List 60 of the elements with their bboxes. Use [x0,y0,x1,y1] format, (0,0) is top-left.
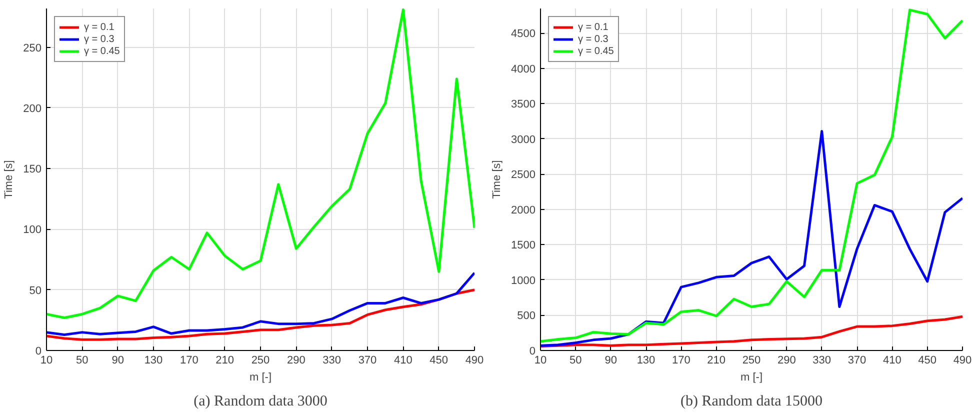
x-tick-label: 370 [848,354,866,366]
x-tick-label: 490 [953,354,972,366]
legend-label: γ = 0.3 [578,33,608,45]
y-tick-label: 1500 [511,240,536,252]
line-series [540,130,962,347]
text: (a) Random data 3000 [194,394,328,410]
x-tick-label: 250 [251,354,270,366]
line-series [46,8,474,320]
x-tick-label: 210 [707,354,726,366]
legend-label: γ = 0.45 [578,45,614,57]
x-tick-label: 330 [322,354,342,366]
x-axis-title: m [-] [250,372,272,384]
y-tick-label: 200 [23,102,42,115]
x-tick-label: 210 [216,354,234,366]
x-tick-label: 170 [180,354,198,366]
x-tick-label: 90 [112,354,124,366]
y-tick-label: 4500 [511,28,536,40]
line-series [540,315,962,348]
y-axis-title: Time [s] [491,160,504,199]
y-tick-label: 4000 [511,63,536,76]
x-tick-label: 410 [394,354,412,366]
text: (b) Random data 15000 [680,394,823,410]
legend-label: γ = 0.45 [84,45,120,57]
x-tick-label: 290 [777,354,796,366]
y-tick-label: 3500 [511,98,536,111]
y-tick-label: 500 [517,310,536,322]
legend-label: γ = 0.1 [578,21,608,33]
x-tick-label: 490 [465,354,484,366]
x-tick-label: 10 [40,354,53,366]
y-tick-label: 1000 [511,274,536,287]
x-tick-label: 50 [570,354,582,366]
x-tick-label: 450 [918,354,937,366]
x-tick-label: 10 [534,354,547,366]
x-tick-label: 330 [812,354,832,366]
line-series [540,8,962,343]
y-tick-label: 150 [23,164,42,176]
y-tick-label: 100 [23,224,42,236]
x-tick-label: 290 [286,354,306,366]
x-tick-label: 450 [430,354,448,366]
x-tick-label: 370 [358,354,377,366]
y-tick-label: 250 [23,42,42,54]
y-tick-label: 2500 [511,169,536,182]
x-tick-label: 170 [672,354,690,366]
legend-label: γ = 0.1 [84,21,114,33]
y-tick-label: 0 [529,346,536,358]
x-tick-label: 50 [76,354,88,366]
y-tick-label: 0 [35,346,42,358]
line-series [46,272,474,336]
x-axis-title: m [-] [740,372,763,384]
x-tick-label: 410 [882,354,902,366]
x-tick-label: 130 [144,354,163,366]
x-tick-label: 250 [742,354,761,366]
line-series [46,288,474,341]
legend-label: γ = 0.3 [84,33,114,45]
y-axis-title: Time [s] [3,160,16,199]
x-tick-label: 90 [604,354,617,366]
x-tick-label: 130 [636,354,656,366]
y-tick-label: 50 [29,284,42,297]
y-tick-label: 3000 [511,134,536,146]
y-tick-label: 2000 [511,204,536,216]
